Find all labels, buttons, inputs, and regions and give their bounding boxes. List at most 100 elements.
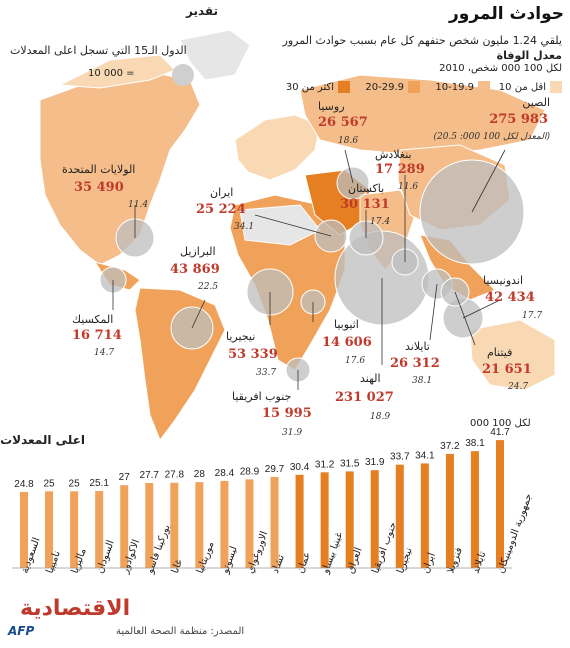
country-deaths-south-africa: 15 995 bbox=[262, 406, 312, 421]
bar-3 bbox=[95, 491, 104, 568]
country-rate-thailand: 38.1 bbox=[412, 376, 433, 386]
country-deaths-iran: 25 224 bbox=[196, 202, 246, 217]
bar-2 bbox=[70, 491, 79, 568]
country-deaths-usa: 35 490 bbox=[74, 180, 124, 195]
bar-13 bbox=[345, 471, 354, 568]
bar-value-label-11: 30.4 bbox=[290, 462, 310, 473]
country-deaths-pakistan: 30 131 bbox=[340, 197, 390, 212]
bar-15 bbox=[395, 464, 404, 568]
country-rate-south-africa: 31.9 bbox=[282, 428, 303, 438]
country-name-ethiopia: اثيوبيا bbox=[334, 318, 359, 331]
bar-17 bbox=[445, 453, 454, 568]
country-rate-vietnam: 24.7 bbox=[508, 382, 529, 392]
country-name-india: الهند bbox=[360, 372, 381, 385]
legend-label-2: 10-19.9 bbox=[435, 81, 474, 93]
country-name-iran: ايران bbox=[210, 186, 234, 199]
country-name-thailand: تايلاند bbox=[405, 340, 430, 353]
legend-label-3: 20-29.9 bbox=[365, 81, 404, 93]
country-rate-russia: 18.6 bbox=[338, 136, 359, 146]
bar-value-label-5: 27.7 bbox=[140, 470, 160, 481]
estimate-bubble bbox=[172, 64, 194, 86]
legend-swatch-2 bbox=[478, 81, 490, 93]
country-rate-usa: 11.4 bbox=[128, 200, 149, 210]
bar-12 bbox=[320, 472, 329, 568]
bar-value-label-13: 31.5 bbox=[340, 458, 360, 469]
country-name-china: الصين bbox=[522, 96, 550, 109]
bar-9 bbox=[245, 479, 254, 568]
country-deaths-ethiopia: 14 606 bbox=[322, 335, 372, 350]
country-rate-nigeria: 33.7 bbox=[256, 368, 277, 378]
bar-value-label-2: 25 bbox=[69, 478, 81, 489]
bar-1 bbox=[45, 491, 54, 568]
bar-0 bbox=[20, 491, 28, 568]
agency-logo: AFP bbox=[8, 624, 35, 638]
bar-value-label-4: 27 bbox=[119, 472, 131, 483]
country-rate-iran: 34.1 bbox=[234, 222, 255, 232]
country-deaths-nigeria: 53 339 bbox=[228, 347, 278, 362]
bar-value-label-12: 31.2 bbox=[315, 459, 335, 470]
land-russia bbox=[299, 74, 546, 156]
land-australia bbox=[469, 319, 556, 391]
country-deaths-brazil: 43 869 bbox=[170, 262, 220, 277]
source-note: المصدر: منظمة الصحة العالمية bbox=[116, 626, 245, 637]
legend-label-4: اكثر من 30 bbox=[285, 81, 334, 93]
bar-value-label-6: 27.8 bbox=[165, 470, 185, 481]
bar-value-label-9: 28.9 bbox=[240, 466, 260, 477]
legend-item-3: 20-29.9 bbox=[365, 80, 420, 94]
bar-19 bbox=[496, 440, 504, 568]
country-name-bangladesh: بنغلادش bbox=[375, 148, 412, 161]
bar-value-label-17: 37.2 bbox=[440, 441, 460, 452]
bar-chart-title: اعلى المعدلات bbox=[0, 433, 85, 447]
bar-category-label-6: غانا bbox=[170, 558, 185, 575]
legend-swatch-1 bbox=[550, 81, 562, 93]
country-name-mexico: المكسيك bbox=[72, 313, 114, 326]
bar-7 bbox=[195, 482, 204, 568]
country-deaths-china: 275 983 bbox=[489, 112, 548, 127]
country-deaths-russia: 26 567 bbox=[318, 115, 368, 130]
bar-value-label-1: 25 bbox=[43, 478, 55, 489]
subtitle: يلقي 1.24 مليون شخص حتفهم كل عام بسبب حو… bbox=[282, 34, 562, 47]
legend-swatch-4 bbox=[338, 81, 350, 93]
country-deaths-mexico: 16 714 bbox=[72, 328, 122, 343]
bar-10 bbox=[270, 476, 279, 568]
leader-lines bbox=[112, 149, 506, 390]
bar-value-label-0: 24.8 bbox=[14, 479, 34, 490]
bar-value-label-10: 29.7 bbox=[265, 464, 285, 475]
country-name-russia: روسيا bbox=[318, 100, 345, 113]
legend-heading: معدل الوفاة bbox=[496, 49, 562, 62]
bar-chart-unit: لكل 100 000 bbox=[470, 418, 531, 429]
country-name-pakistan: باكستان bbox=[348, 182, 385, 195]
legend-item-4: اكثر من 30 bbox=[286, 80, 350, 94]
country-rate-brazil: 22.5 bbox=[198, 282, 219, 292]
bar-8 bbox=[220, 480, 229, 568]
country-rate-india: 18.9 bbox=[370, 412, 391, 422]
land-sahara bbox=[239, 204, 321, 246]
country-name-brazil: البرازيل bbox=[180, 245, 216, 258]
country-rate-china: (المعدل لكل 100 000: 20.5) bbox=[433, 132, 550, 142]
bar-5 bbox=[145, 483, 154, 568]
country-name-indonesia: اندونيسيا bbox=[483, 274, 524, 287]
land-greenland bbox=[179, 29, 251, 81]
country-name-usa: الولايات المتحدة bbox=[62, 163, 136, 176]
bar-value-label-3: 25.1 bbox=[89, 478, 109, 489]
country-rate-indonesia: 17.7 bbox=[522, 311, 543, 321]
legend-item-2: 10-19.9 bbox=[435, 80, 490, 94]
land-europe bbox=[234, 114, 321, 181]
legend-label-1: اقل من 10 bbox=[498, 81, 546, 93]
bar-11 bbox=[295, 474, 304, 568]
country-deaths-indonesia: 42 434 bbox=[485, 290, 535, 305]
bar-value-label-18: 38.1 bbox=[465, 438, 485, 449]
country-rate-pakistan: 17.4 bbox=[370, 217, 391, 227]
bar-value-label-8: 28.4 bbox=[215, 468, 235, 479]
brand-logo: الاقتصادية bbox=[20, 596, 131, 621]
bar-6 bbox=[170, 482, 179, 568]
country-deaths-thailand: 26 312 bbox=[390, 356, 440, 371]
country-name-vietnam: فيتنام bbox=[487, 346, 513, 359]
bar-14 bbox=[370, 470, 379, 568]
legend-unit: لكل 100 000 شخص، 2010 bbox=[439, 63, 562, 74]
bar-value-label-7: 28 bbox=[194, 469, 206, 480]
bar-value-label-19: 41.7 bbox=[490, 427, 510, 438]
bar-18 bbox=[470, 451, 479, 568]
